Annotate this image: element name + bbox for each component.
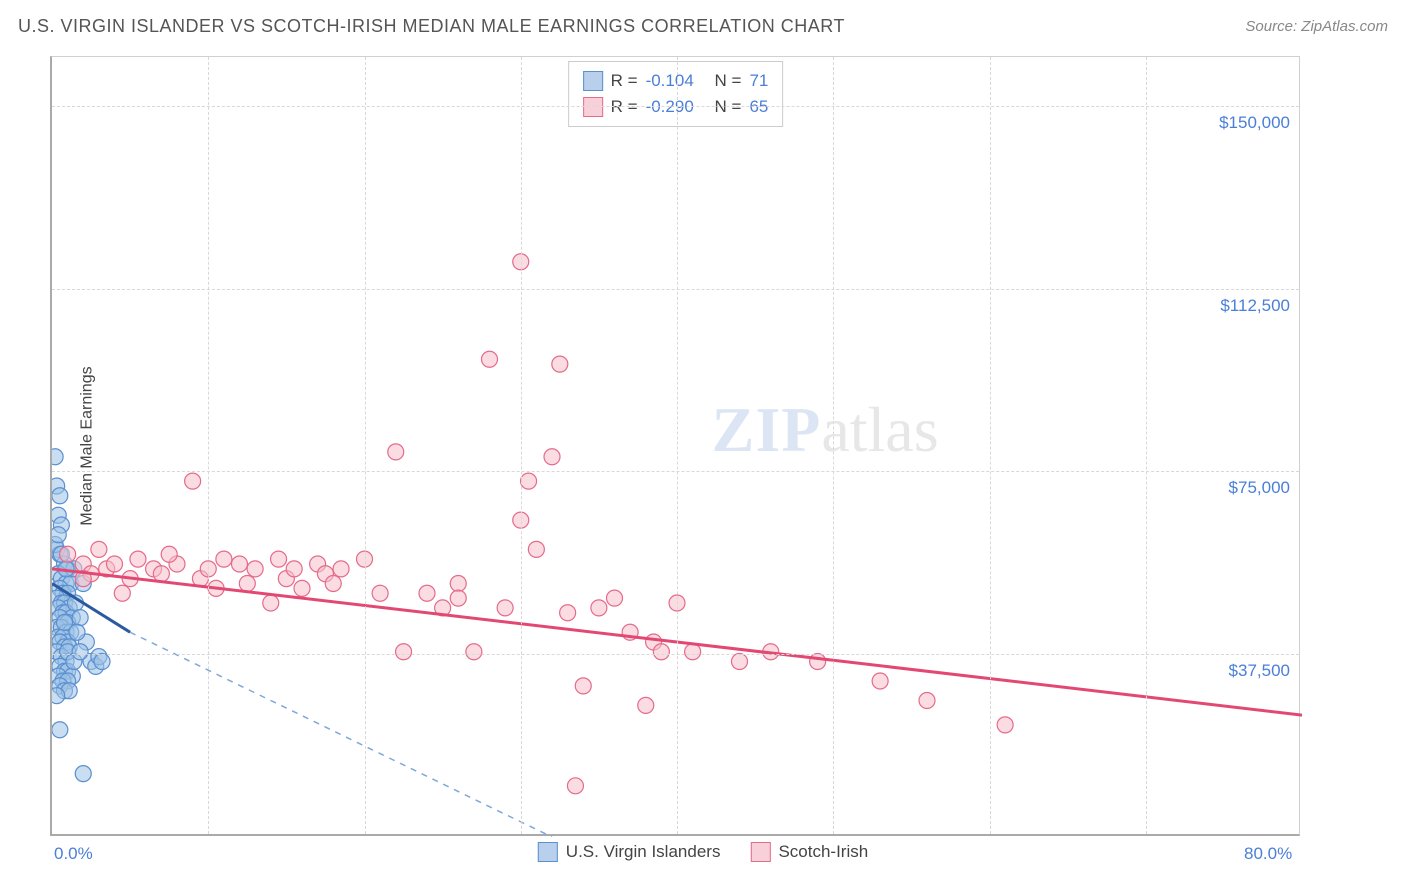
x-tick-max: 80.0% [1244, 844, 1292, 864]
legend-R-value-1: -0.104 [646, 71, 694, 91]
scatter-point [544, 449, 560, 465]
plot-area: ZIPatlas R = -0.104 N = 71 R = -0.290 N … [50, 56, 1300, 836]
scatter-point [388, 444, 404, 460]
legend-bottom-item-2: Scotch-Irish [750, 842, 868, 862]
legend-N-value-2: 65 [749, 97, 768, 117]
scatter-point [263, 595, 279, 611]
legend-R-label: R = [611, 71, 638, 91]
scatter-point [450, 576, 466, 592]
legend-swatch-1 [583, 71, 603, 91]
scatter-point [52, 722, 68, 738]
scatter-point [810, 654, 826, 670]
scatter-point [69, 624, 85, 640]
scatter-point [52, 688, 65, 704]
scatter-point [52, 488, 68, 504]
scatter-point [216, 551, 232, 567]
legend-N-label: N = [715, 71, 742, 91]
scatter-point [653, 644, 669, 660]
scatter-point [607, 590, 623, 606]
scatter-point [72, 610, 88, 626]
scatter-point [271, 551, 287, 567]
legend-top-row-2: R = -0.290 N = 65 [583, 94, 769, 120]
scatter-point [72, 644, 88, 660]
scatter-point [396, 644, 412, 660]
legend-swatch-2 [583, 97, 603, 117]
legend-N-label: N = [715, 97, 742, 117]
scatter-point [528, 541, 544, 557]
y-tick-label: $150,000 [1219, 113, 1290, 133]
gridline-h [52, 106, 1299, 107]
gridline-v [990, 57, 991, 834]
legend-R-value-2: -0.290 [646, 97, 694, 117]
scatter-point [185, 473, 201, 489]
scatter-point [552, 356, 568, 372]
scatter-point [232, 556, 248, 572]
legend-bottom-swatch-2 [750, 842, 770, 862]
gridline-h [52, 289, 1299, 290]
scatter-point [685, 644, 701, 660]
scatter-point [94, 654, 110, 670]
scatter-point [333, 561, 349, 577]
scatter-point [286, 561, 302, 577]
scatter-point [591, 600, 607, 616]
scatter-point [521, 473, 537, 489]
scatter-point [75, 766, 91, 782]
gridline-v [208, 57, 209, 834]
scatter-point [997, 717, 1013, 733]
gridline-h [52, 471, 1299, 472]
scatter-point [466, 644, 482, 660]
scatter-point [294, 580, 310, 596]
chart-header: U.S. VIRGIN ISLANDER VS SCOTCH-IRISH MED… [18, 16, 1388, 37]
scatter-point [482, 351, 498, 367]
scatter-point [130, 551, 146, 567]
legend-bottom: U.S. Virgin Islanders Scotch-Irish [538, 842, 868, 862]
scatter-point [575, 678, 591, 694]
scatter-point [161, 546, 177, 562]
gridline-v [1146, 57, 1147, 834]
scatter-point [560, 605, 576, 621]
scatter-point [567, 778, 583, 794]
chart-title: U.S. VIRGIN ISLANDER VS SCOTCH-IRISH MED… [18, 16, 845, 37]
x-tick-min: 0.0% [54, 844, 93, 864]
legend-top-row-1: R = -0.104 N = 71 [583, 68, 769, 94]
gridline-v [833, 57, 834, 834]
scatter-point [419, 585, 435, 601]
y-tick-label: $112,500 [1220, 296, 1290, 316]
scatter-point [107, 556, 123, 572]
scatter-point [732, 654, 748, 670]
scatter-point [497, 600, 513, 616]
gridline-v [365, 57, 366, 834]
scatter-point [325, 576, 341, 592]
scatter-point [247, 561, 263, 577]
scatter-point [91, 541, 107, 557]
source-prefix: Source: [1245, 18, 1297, 35]
legend-N-value-1: 71 [749, 71, 768, 91]
scatter-point [239, 576, 255, 592]
gridline-v [521, 57, 522, 834]
scatter-point [372, 585, 388, 601]
gridline-h [52, 654, 1299, 655]
legend-bottom-item-1: U.S. Virgin Islanders [538, 842, 721, 862]
trend-line-extrapolated [130, 632, 552, 837]
legend-bottom-swatch-1 [538, 842, 558, 862]
scatter-point [919, 693, 935, 709]
scatter-point [52, 527, 66, 543]
source-label: Source: ZipAtlas.com [1245, 18, 1388, 35]
scatter-point [60, 546, 76, 562]
legend-bottom-label-1: U.S. Virgin Islanders [566, 842, 721, 862]
scatter-point [114, 585, 130, 601]
source-value: ZipAtlas.com [1301, 18, 1388, 35]
legend-top: R = -0.104 N = 71 R = -0.290 N = 65 [568, 61, 784, 127]
legend-bottom-label-2: Scotch-Irish [778, 842, 868, 862]
y-tick-label: $75,000 [1229, 478, 1290, 498]
scatter-point [638, 697, 654, 713]
scatter-point [52, 449, 63, 465]
scatter-point [153, 566, 169, 582]
legend-R-label: R = [611, 97, 638, 117]
y-tick-label: $37,500 [1229, 661, 1290, 681]
scatter-point [450, 590, 466, 606]
scatter-point [872, 673, 888, 689]
gridline-v [677, 57, 678, 834]
